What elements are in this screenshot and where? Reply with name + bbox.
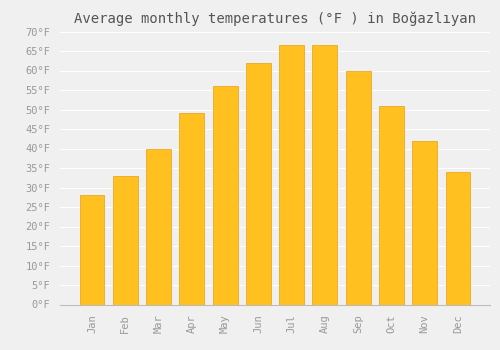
- Bar: [80, 195, 104, 304]
- Bar: [113, 176, 138, 304]
- Bar: [180, 113, 204, 304]
- Bar: [346, 70, 370, 304]
- Bar: [146, 148, 171, 304]
- Bar: [412, 141, 437, 304]
- Bar: [312, 45, 338, 304]
- Title: Average monthly temperatures (°F ) in Boğazlıyan: Average monthly temperatures (°F ) in Bo…: [74, 12, 476, 26]
- Bar: [446, 172, 470, 304]
- Bar: [279, 45, 304, 304]
- Bar: [246, 63, 271, 304]
- Bar: [212, 86, 238, 304]
- Bar: [379, 106, 404, 304]
